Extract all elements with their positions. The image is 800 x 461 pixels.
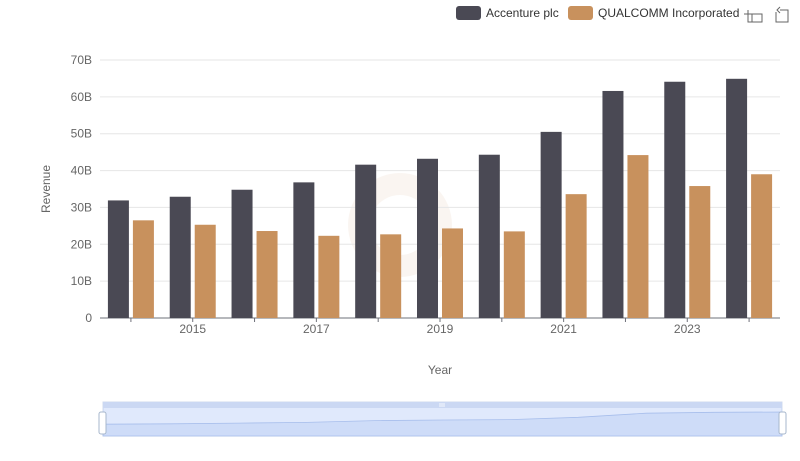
y-tick-label: 70B	[71, 53, 92, 67]
x-tick-label: 2021	[550, 322, 577, 336]
bar-accenture-2020[interactable]	[478, 154, 500, 318]
bar-qualcomm-2016[interactable]	[256, 231, 278, 318]
bar-accenture-2023[interactable]	[664, 81, 686, 318]
bar-qualcomm-2020[interactable]	[503, 231, 525, 318]
x-axis: 2015 2017 2019 2021 2023	[100, 317, 780, 336]
bar-accenture-2015[interactable]	[169, 196, 191, 318]
y-axis-title: Revenue	[39, 165, 53, 213]
x-tick-label: 2017	[303, 322, 330, 336]
bar-qualcomm-2017[interactable]	[318, 235, 340, 318]
zoom-area-icon[interactable]	[744, 10, 763, 23]
legend-label-accenture: Accenture plc	[486, 6, 559, 20]
bar-qualcomm-2024[interactable]	[751, 174, 773, 318]
bar-qualcomm-2015[interactable]	[194, 224, 216, 318]
datazoom-top-bar[interactable]	[103, 402, 782, 408]
x-tick-label: 2015	[179, 322, 206, 336]
legend-item-qualcomm[interactable]: QUALCOMM Incorporated	[568, 6, 739, 20]
y-tick-label: 50B	[71, 127, 92, 141]
y-tick-label: 20B	[71, 237, 92, 251]
bar-qualcomm-2018[interactable]	[380, 234, 402, 318]
y-axis: 0 10B 20B 30B 40B 50B 60B 70B	[71, 53, 93, 325]
bars	[107, 78, 773, 319]
bar-qualcomm-2019[interactable]	[442, 228, 463, 318]
legend-item-accenture[interactable]: Accenture plc	[456, 6, 559, 20]
legend-swatch-accenture	[456, 6, 481, 20]
bar-qualcomm-2021[interactable]	[565, 194, 587, 318]
bar-accenture-2014[interactable]	[107, 200, 129, 318]
datazoom-handle-left[interactable]	[98, 411, 107, 435]
bar-qualcomm-2022[interactable]	[627, 155, 649, 318]
y-tick-label: 30B	[71, 200, 92, 214]
bar-qualcomm-2014[interactable]	[132, 220, 154, 318]
bar-accenture-2016[interactable]	[231, 189, 253, 318]
x-tick-label: 2019	[427, 322, 454, 336]
bar-accenture-2018[interactable]	[355, 164, 377, 318]
datazoom-handle-right[interactable]	[778, 411, 787, 435]
drag-handle-icon[interactable]	[439, 403, 445, 407]
legend: Accenture plc QUALCOMM Incorporated	[456, 6, 739, 20]
zoom-reset-icon[interactable]	[775, 6, 789, 23]
datazoom-selection[interactable]	[103, 408, 782, 436]
y-tick-label: 10B	[71, 274, 92, 288]
bar-accenture-2024[interactable]	[726, 78, 748, 318]
legend-swatch-qualcomm	[568, 6, 593, 20]
datazoom-slider[interactable]	[98, 401, 787, 437]
legend-label-qualcomm: QUALCOMM Incorporated	[598, 6, 739, 20]
bar-accenture-2017[interactable]	[293, 182, 315, 318]
y-tick-label: 0	[85, 311, 92, 325]
y-tick-label: 40B	[71, 164, 92, 178]
bar-qualcomm-2023[interactable]	[689, 186, 711, 318]
bar-accenture-2019[interactable]	[417, 158, 438, 318]
x-axis-title: Year	[428, 363, 452, 377]
bar-accenture-2022[interactable]	[602, 90, 624, 319]
bar-accenture-2021[interactable]	[540, 131, 562, 318]
datazoom-preview-area	[102, 411, 783, 437]
y-tick-label: 60B	[71, 90, 92, 104]
x-tick-label: 2023	[674, 322, 701, 336]
